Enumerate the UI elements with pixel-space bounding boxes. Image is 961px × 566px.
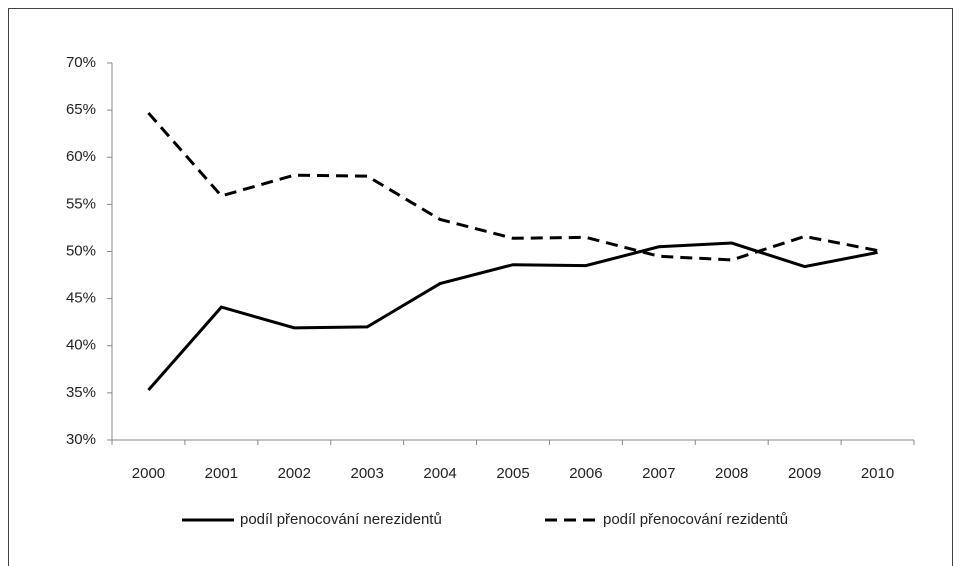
x-tick-label: 2010 xyxy=(861,465,894,482)
x-tick-label: 2005 xyxy=(496,465,529,482)
legend-label: podíl přenocování rezidentů xyxy=(603,511,788,528)
y-tick-label: 45% xyxy=(66,290,96,307)
x-tick-label: 2000 xyxy=(132,465,165,482)
y-tick-label: 30% xyxy=(66,431,96,448)
x-tick-label: 2004 xyxy=(423,465,456,482)
y-tick-label: 40% xyxy=(66,337,96,354)
x-tick-label: 2009 xyxy=(788,465,821,482)
y-tick-label: 55% xyxy=(66,195,96,212)
x-tick-label: 2006 xyxy=(569,465,602,482)
legend-label: podíl přenocování nerezidentů xyxy=(240,511,442,528)
x-tick-label: 2007 xyxy=(642,465,675,482)
x-tick-label: 2008 xyxy=(715,465,748,482)
series-line xyxy=(147,241,878,392)
x-tick-label: 2003 xyxy=(350,465,383,482)
series-line xyxy=(147,111,878,262)
y-tick-label: 65% xyxy=(66,101,96,118)
x-tick-label: 2001 xyxy=(205,465,238,482)
chart-frame xyxy=(8,8,953,566)
y-tick-label: 60% xyxy=(66,148,96,165)
y-tick-label: 35% xyxy=(66,384,96,401)
y-tick-label: 70% xyxy=(66,54,96,71)
y-tick-label: 50% xyxy=(66,242,96,259)
x-tick-label: 2002 xyxy=(278,465,311,482)
